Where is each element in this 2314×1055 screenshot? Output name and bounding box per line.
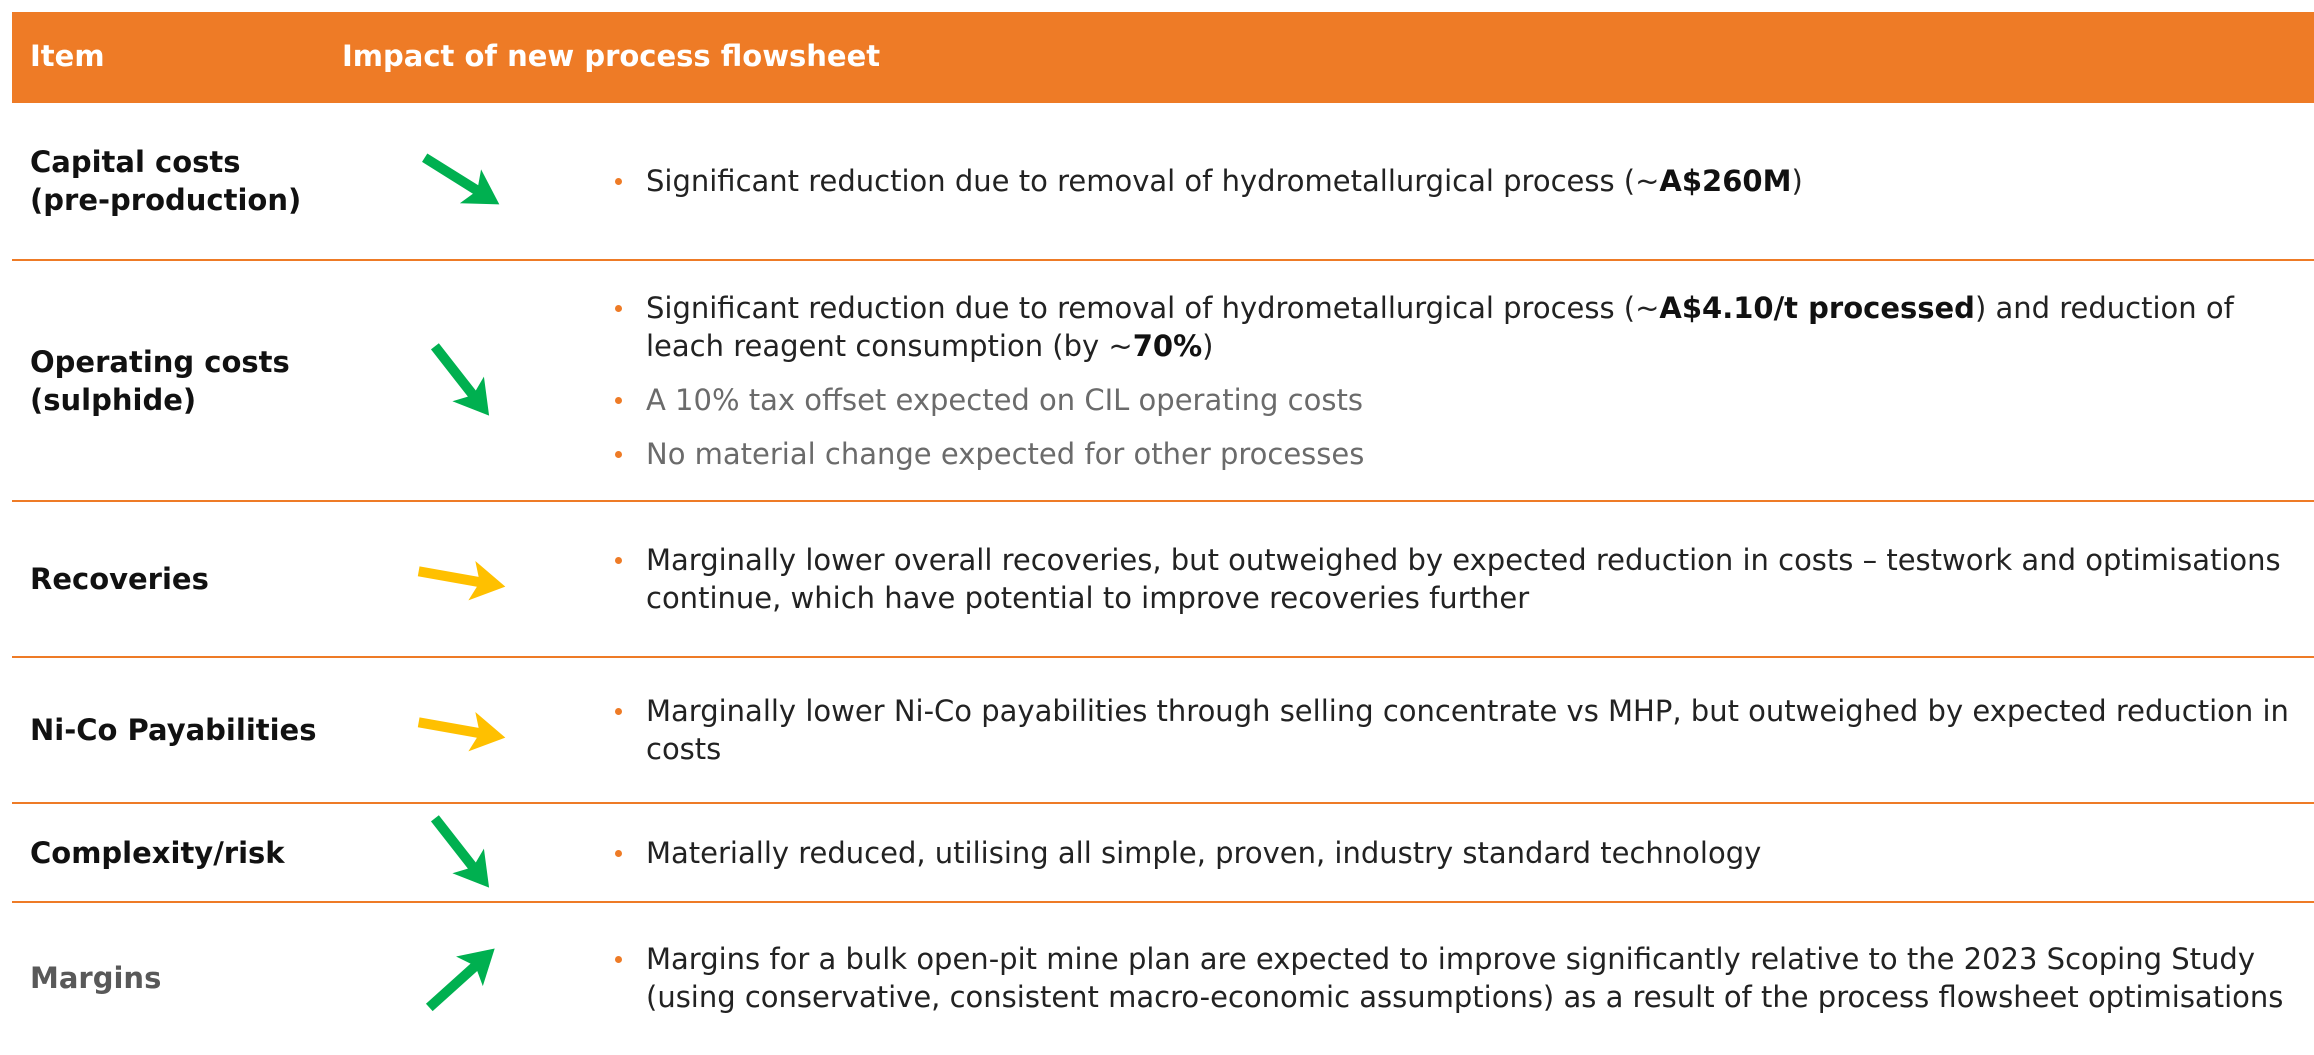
table-header: Item Impact of new process flowsheet (12, 12, 2314, 103)
item-label: Capital costs (pre-production) (30, 145, 302, 217)
impact-arrow (417, 712, 506, 752)
table-row: Margins Margins for a bulk open-pit mine … (12, 903, 2314, 1053)
table-row: Operating costs (sulphide) Significant re… (12, 261, 2314, 502)
text: ) (1791, 164, 1803, 198)
bullet: Marginally lower overall recoveries, but… (615, 541, 2306, 617)
bullet: Margins for a bulk open-pit mine plan ar… (615, 940, 2306, 1016)
bullet: A 10% tax offset expected on CIL operati… (615, 381, 2306, 419)
item-label: Ni-Co Payabilities (30, 713, 317, 747)
item-label: Recoveries (30, 562, 209, 596)
text: Margins for a bulk open-pit mine plan ar… (646, 942, 2284, 1014)
arrow-shape (417, 561, 506, 601)
arrow-shape (430, 342, 490, 416)
text: Materially reduced, utilising all simple… (646, 835, 1762, 870)
bullet-dot (615, 956, 622, 963)
bullet: Significant reduction due to removal of … (615, 289, 2306, 365)
impact-arrow (430, 814, 490, 888)
arrow-shape (417, 712, 506, 752)
text: Significant reduction due to removal of … (646, 290, 1660, 325)
arrow-shape (422, 153, 500, 205)
table-row: Capital costs (pre-production) Significan… (12, 103, 2314, 261)
bullet-dot (615, 450, 622, 458)
table-row: Recoveries Marginally lower overall recov… (12, 502, 2314, 658)
text: Significant reduction due to removal of … (646, 164, 1660, 198)
impact-arrow (417, 561, 506, 601)
table-row: Ni-Co Payabilities Marginally lower Ni-Co… (12, 658, 2314, 804)
bullet: No material change expected for other pr… (615, 435, 2306, 473)
text: ) and reduction of leach reagent consump… (646, 290, 2234, 363)
text: Marginally lower overall recoveries, but… (646, 543, 2281, 615)
table-row: Complexity/risk Materially reduced, utili… (12, 804, 2314, 903)
arrow-shape (425, 948, 495, 1012)
text: No material change expected for other pr… (646, 436, 1365, 471)
bullet-dot (615, 178, 622, 185)
impact-arrow (422, 153, 500, 205)
bullet-list: Significant reduction due to removal of … (615, 162, 2306, 200)
impact-arrow (430, 342, 490, 416)
bullet-list: Significant reduction due to removal of … (615, 289, 2306, 473)
bullet: Significant reduction due to removal of … (615, 162, 2306, 200)
impact-arrow (425, 948, 495, 1012)
bold-text: A$4.10/t processed (1659, 290, 1975, 325)
text: ) (1202, 328, 1214, 363)
item-label: Operating costs (sulphide) (30, 344, 290, 417)
bullet-list: Marginally lower Ni-Co payabilities thro… (615, 692, 2306, 768)
bullet: Materially reduced, utilising all simple… (615, 834, 2306, 872)
text: A 10% tax offset expected on CIL operati… (646, 382, 1363, 417)
arrow-shape (430, 814, 490, 888)
bold-text: 70% (1132, 328, 1203, 363)
header-impact: Impact of new process flowsheet (342, 39, 881, 73)
bullet: Marginally lower Ni-Co payabilities thro… (615, 692, 2306, 768)
bold-text: A$260M (1659, 164, 1792, 198)
item-label: Margins (30, 961, 162, 995)
bullet-dot (615, 849, 622, 857)
bullet-list: Materially reduced, utilising all simple… (615, 834, 2306, 872)
bullet-dot (615, 396, 622, 404)
bullet-dot (615, 708, 622, 715)
bullet-dot (615, 304, 622, 312)
text: Marginally lower Ni-Co payabilities thro… (646, 694, 2289, 766)
header-item: Item (30, 39, 105, 73)
item-label: Complexity/risk (30, 835, 285, 870)
bullet-dot (615, 557, 622, 564)
bullet-list: Margins for a bulk open-pit mine plan ar… (615, 940, 2306, 1016)
bullet-list: Marginally lower overall recoveries, but… (615, 541, 2306, 617)
